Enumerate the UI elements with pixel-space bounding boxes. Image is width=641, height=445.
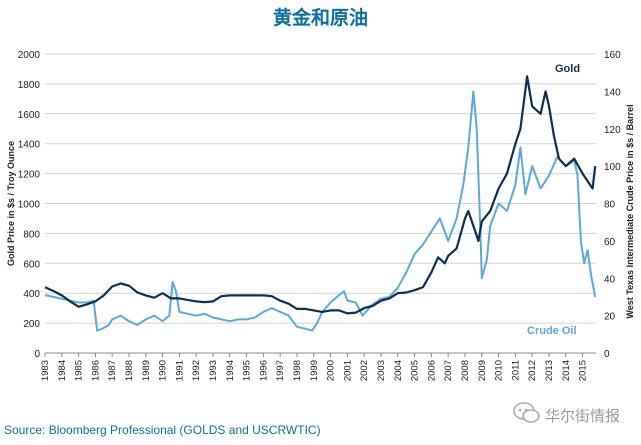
x-tick-label: 1999 (309, 360, 320, 381)
x-tick-label: 2010 (494, 360, 505, 381)
y-left-tick-label: 1400 (18, 140, 41, 151)
x-tick-label: 1994 (225, 360, 236, 381)
y-right-tick-label: 20 (604, 312, 616, 323)
x-tick-label: 2009 (477, 360, 488, 381)
x-tick-label: 1989 (141, 360, 152, 381)
grid-lines (45, 53, 596, 354)
y-right-axis-title: West Texas Intermediate Crude Price in $… (625, 104, 635, 318)
series-layer (44, 75, 597, 332)
x-tick-label: 2006 (426, 360, 437, 381)
x-tick-label: 2012 (527, 360, 538, 381)
x-tick-label: 1992 (191, 360, 202, 381)
x-tick-label: 2000 (326, 360, 337, 381)
x-tick-label: 1987 (107, 360, 118, 381)
y-left-tick-label: 2000 (18, 50, 41, 61)
x-tick-label: 2004 (393, 360, 404, 381)
y-left-tick-label: 200 (23, 319, 40, 330)
y-left-tick-label: 1000 (18, 200, 41, 211)
x-tick-label: 2011 (510, 360, 521, 380)
y-left-tick-label: 800 (23, 229, 40, 240)
x-tick-label: 1993 (208, 360, 219, 381)
y-right-tick-label: 40 (604, 274, 616, 285)
y-right-tick-label: 100 (604, 162, 621, 173)
x-tick-label: 2003 (376, 360, 387, 381)
x-tick-label: 2001 (342, 360, 353, 381)
axes: 0 200 400 600 800 1000 1200 1400 1600 1800 2000 0 20… (18, 50, 621, 381)
x-tick-label: 2008 (460, 360, 471, 381)
x-tick-label: 2005 (410, 360, 421, 381)
x-tick-label: 1991 (174, 360, 185, 381)
x-tick-label: 1985 (74, 360, 85, 381)
x-tick-label: 1990 (158, 360, 169, 381)
y-left-tick-label: 1200 (18, 170, 41, 181)
x-tick-label: 2013 (544, 360, 555, 381)
x-tick-label: 1995 (242, 360, 253, 381)
y-left-axis-title: Gold Price in $s / Troy Ounce (6, 141, 16, 266)
y-right-tick-label: 140 (604, 87, 621, 98)
y-left-tick-label: 400 (23, 289, 40, 300)
y-right-tick-label: 60 (604, 237, 616, 248)
x-tick-label: 1983 (40, 360, 51, 381)
y-left-tick-label: 600 (23, 259, 40, 270)
watermark-text: 华尔街情报 (545, 407, 621, 425)
x-tick-label: 2002 (359, 360, 370, 381)
x-tick-label: 2007 (443, 360, 454, 381)
x-tick-label: 2015 (578, 360, 589, 381)
y-right-tick-label: 120 (604, 125, 621, 136)
source-note: Source: Bloomberg Professional (GOLDS an… (4, 423, 321, 437)
x-tick-label: 2014 (561, 360, 572, 381)
y-left-tick-label: 1600 (18, 110, 41, 121)
y-left-tick-label: 1800 (18, 80, 41, 91)
y-right-tick-label: 160 (604, 50, 621, 61)
y-left-tick-label: 0 (34, 349, 40, 360)
y-right-tick-label: 80 (604, 200, 616, 211)
series-line-crude-oil (44, 90, 597, 332)
legend-crude-oil: Crude Oil (527, 325, 577, 337)
series-line-gold (44, 75, 597, 315)
x-tick-label: 1986 (90, 360, 101, 381)
y-right-tick-label: 0 (604, 349, 610, 360)
x-tick-label: 1996 (258, 360, 269, 381)
x-tick-label: 1998 (292, 360, 303, 381)
legend-gold: Gold (555, 63, 580, 75)
x-tick-label: 1988 (124, 360, 135, 381)
labels-layer: Gold Price in $s / Troy Ounce West Texas … (6, 63, 635, 337)
x-tick-label: 1984 (57, 360, 68, 381)
x-tick-label: 1997 (275, 360, 286, 381)
chat-bubble-icon (513, 402, 540, 423)
chart-title: 黄金和原油 (272, 7, 368, 29)
